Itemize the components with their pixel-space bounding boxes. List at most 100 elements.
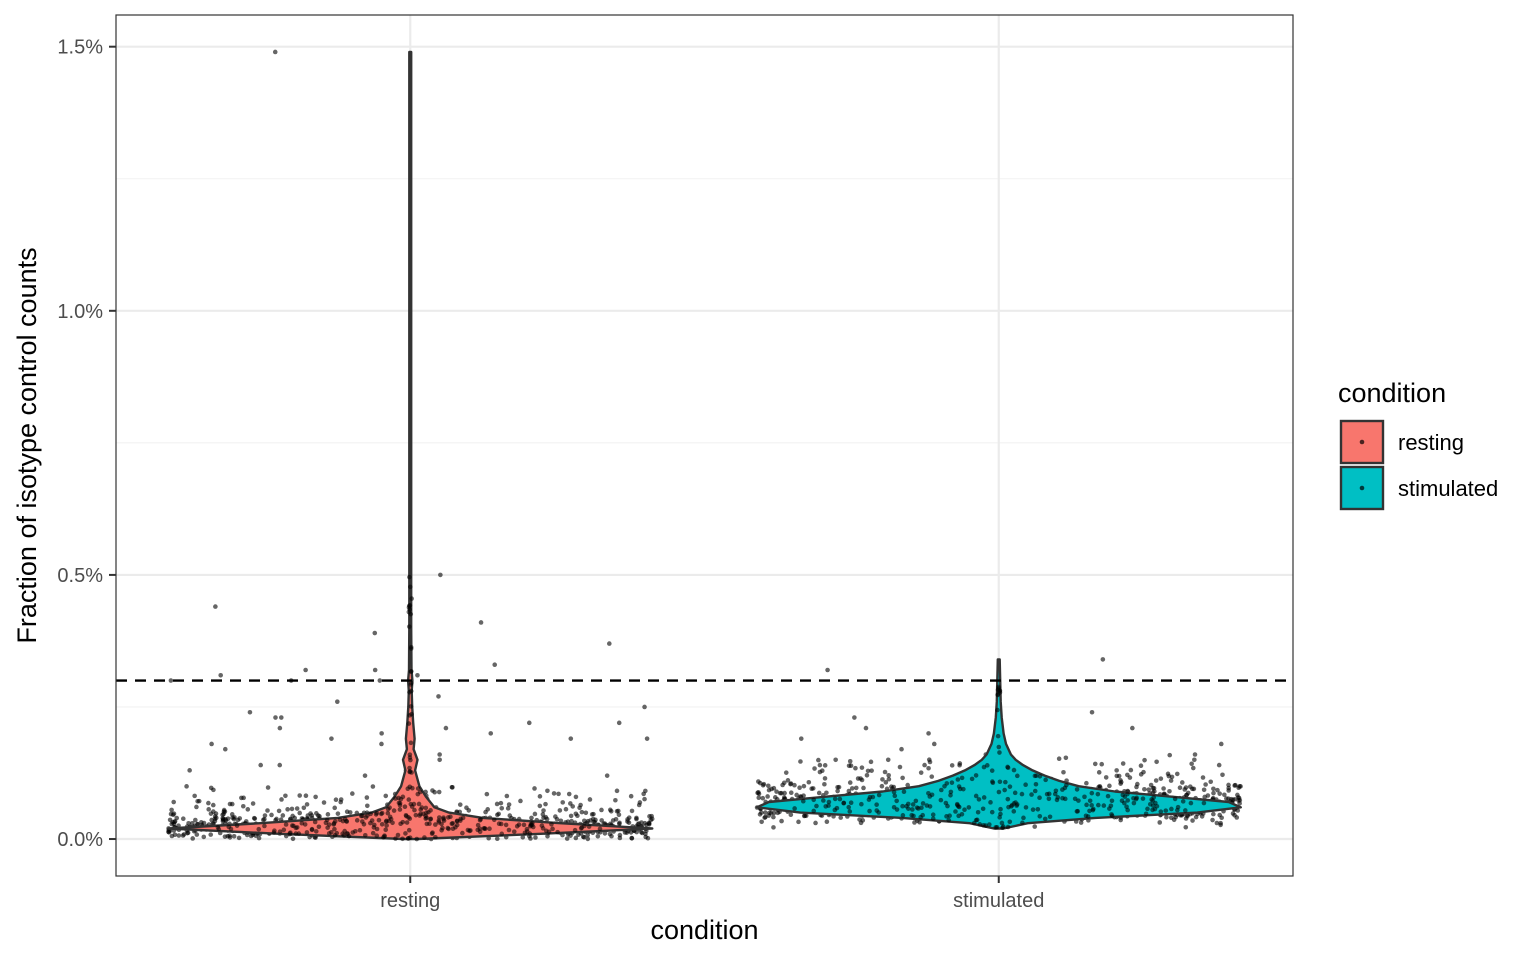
data-point [1183,808,1188,813]
data-point [822,763,828,768]
data-point [1230,797,1236,803]
data-point [913,798,919,804]
data-point [1118,781,1123,786]
data-point [1089,802,1094,808]
data-point [406,624,412,629]
data-point [642,796,647,802]
data-point [206,800,211,806]
data-point [312,819,318,825]
data-point [810,786,816,791]
data-point [171,821,177,827]
data-point [370,830,376,836]
data-point [575,813,580,819]
data-point [1154,759,1159,765]
data-point [849,786,855,791]
data-point [359,813,364,819]
data-point [635,822,641,827]
data-point [763,810,768,815]
outlier-point [478,620,484,625]
data-point [1147,801,1153,807]
data-point [558,818,564,824]
data-point [959,775,965,781]
data-point [592,820,598,825]
data-point [1211,790,1216,796]
data-point [384,823,389,828]
data-point [265,808,270,813]
outlier-point [372,667,378,673]
data-point [1002,787,1007,793]
data-point [994,824,1000,830]
data-point [427,821,432,826]
data-point [304,830,310,835]
data-point [1131,800,1137,806]
data-point [771,810,777,816]
data-point [494,801,500,807]
data-point [1064,782,1069,788]
data-point [792,806,797,811]
data-point [193,817,198,823]
data-point [1063,755,1069,761]
data-point [1075,808,1081,814]
data-point [796,819,801,825]
data-point [368,820,373,826]
data-point [1044,791,1050,797]
data-point [397,802,403,808]
data-point [406,609,412,615]
outlier-point [213,604,218,609]
data-point [783,770,789,775]
data-point [973,773,979,778]
data-point [989,768,995,773]
data-point [450,785,455,790]
data-point [296,831,302,836]
data-point [410,785,415,791]
outlier-point [247,709,253,715]
data-point [201,834,207,840]
data-point [766,787,772,793]
data-point [973,793,979,799]
data-point [1037,795,1042,801]
data-point [487,826,492,831]
data-point [378,811,384,817]
data-point [629,835,635,841]
data-point [585,832,590,838]
data-point [837,796,843,802]
data-point [816,757,821,763]
data-point [454,818,460,824]
data-point [199,820,204,825]
data-point [926,791,931,796]
data-point [229,812,235,817]
outlier-point [187,768,192,773]
data-point [395,832,401,838]
data-point [821,798,826,803]
data-point [262,816,267,822]
data-point [832,807,838,813]
data-point [235,817,241,823]
data-point [569,818,574,824]
data-point [428,816,434,822]
data-point [1103,775,1109,780]
data-point [532,786,537,791]
outlier-point [852,715,857,720]
data-point [997,750,1002,755]
data-point [956,804,962,810]
data-point [1143,811,1149,817]
data-point [1046,796,1052,802]
data-point [957,761,963,766]
data-point [892,793,898,799]
data-point [1145,806,1150,812]
data-point [417,813,422,818]
data-point [1202,794,1208,800]
outlier-point [492,662,498,668]
data-point [303,793,309,798]
data-point [1015,773,1020,779]
data-point [999,820,1005,826]
data-point [1037,814,1043,819]
data-point [1030,807,1036,812]
outlier-point [833,757,838,763]
data-point [1164,814,1169,820]
data-point [269,812,274,818]
data-point [537,803,543,809]
data-point [529,815,534,821]
data-point [294,806,300,811]
data-point [333,797,339,803]
